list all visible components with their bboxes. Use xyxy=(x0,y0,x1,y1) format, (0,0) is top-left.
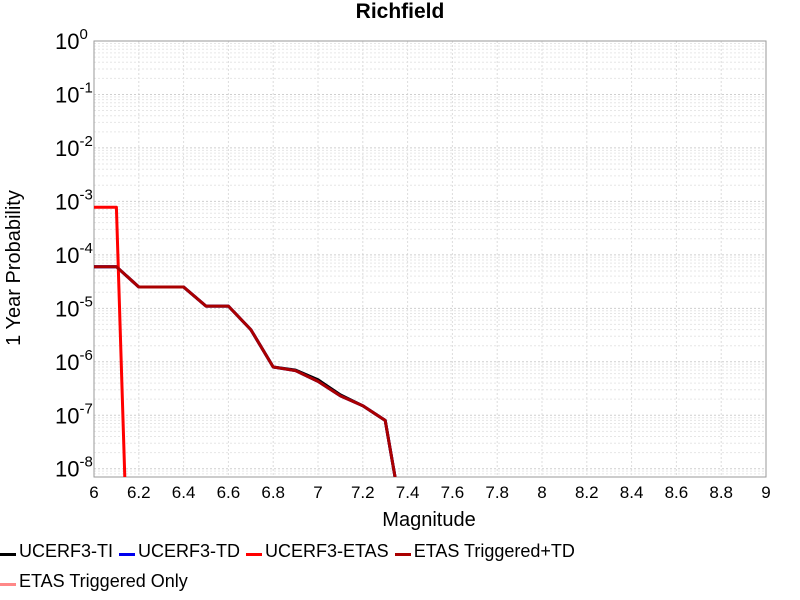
y-tick-label: 100 xyxy=(55,26,88,54)
y-tick-label: 10-1 xyxy=(55,79,93,107)
legend-item-ucerf3-etas: UCERF3-ETAS xyxy=(246,541,389,562)
legend: UCERF3-TI UCERF3-TD UCERF3-ETAS ETAS Tri… xyxy=(0,536,800,600)
x-tick-label: 6.6 xyxy=(217,483,241,502)
y-tick-label: 10-4 xyxy=(55,240,93,268)
x-tick-label: 7 xyxy=(313,483,322,502)
series-layer xyxy=(94,205,397,477)
x-tick-label: 7.2 xyxy=(351,483,375,502)
series-line-ucerf3-td xyxy=(94,265,397,477)
y-tick-labels: 100 10-1 10-2 10-3 10-4 10-5 10-6 10-7 10-8 xyxy=(55,26,93,482)
chart-title: Richfield xyxy=(356,0,445,23)
x-tick-label: 8.2 xyxy=(575,483,599,502)
x-tick-label: 6 xyxy=(89,483,98,502)
series-line-etas-triggered-td xyxy=(94,265,397,477)
x-tick-label: 7.4 xyxy=(396,483,420,502)
chart: Richfield 6 6.2 6.4 6.6 6.8 7 7.2 7.4 7.6 7.8 8 8.2… xyxy=(3,0,771,531)
x-tick-label: 9 xyxy=(761,483,770,502)
legend-item-etas-triggered-td: ETAS Triggered+TD xyxy=(394,540,575,562)
y-tick-label: 10-3 xyxy=(55,186,93,214)
legend-label: ETAS Triggered+TD xyxy=(413,540,575,561)
legend-label: ETAS Triggered Only xyxy=(19,570,188,591)
series-line-ucerf3-ti xyxy=(94,265,397,477)
legend-swatch xyxy=(0,552,16,556)
legend-item-ucerf3-ti: UCERF3-TI xyxy=(0,541,113,562)
legend-item-ucerf3-td: UCERF3-TD xyxy=(119,541,240,562)
grid xyxy=(93,40,767,478)
x-tick-label: 6.4 xyxy=(172,483,196,502)
legend-swatch xyxy=(0,582,16,586)
x-tick-label: 7.6 xyxy=(441,483,465,502)
legend-item-etas-triggered-only: ETAS Triggered Only xyxy=(0,571,188,592)
x-tick-label: 7.8 xyxy=(485,483,509,502)
series-line-ucerf3-etas xyxy=(94,205,127,477)
plot-frame xyxy=(93,40,767,478)
x-tick-label: 8.8 xyxy=(709,483,733,502)
legend-swatch xyxy=(246,552,262,556)
legend-swatch xyxy=(394,552,411,556)
y-tick-label: 10-6 xyxy=(55,347,93,375)
y-tick-label: 10-2 xyxy=(55,133,93,161)
legend-label: UCERF3-TI xyxy=(19,540,113,561)
y-tick-label: 10-5 xyxy=(55,293,93,321)
y-tick-label: 10-8 xyxy=(55,454,93,482)
x-tick-label: 6.2 xyxy=(127,483,151,502)
x-axis-label: Magnitude xyxy=(382,509,475,531)
legend-swatch xyxy=(119,552,135,556)
x-tick-label: 8.4 xyxy=(620,483,644,502)
y-tick-label: 10-7 xyxy=(55,400,93,428)
y-axis-label: 1 Year Probability xyxy=(3,190,25,346)
x-tick-label: 8.6 xyxy=(665,483,689,502)
legend-label: UCERF3-TD xyxy=(138,540,240,561)
x-tick-label: 6.8 xyxy=(261,483,285,502)
legend-label: UCERF3-ETAS xyxy=(265,540,389,561)
x-tick-labels: 6 6.2 6.4 6.6 6.8 7 7.2 7.4 7.6 7.8 8 8.2 8.4 8.6 8.8 9 xyxy=(89,483,770,502)
x-tick-label: 8 xyxy=(537,483,546,502)
